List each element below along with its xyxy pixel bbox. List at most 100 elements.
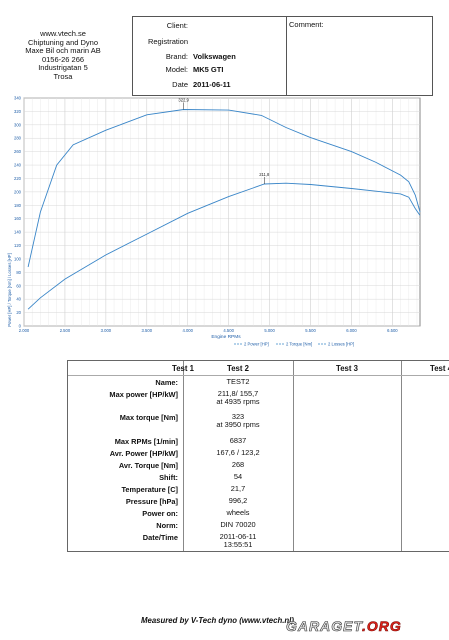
row-label: Norm: [156,521,178,530]
x-tick-label: 4.000 [182,328,193,333]
model-value: MK5 GTI [193,65,224,74]
company-line: Chiptuning and Dyno [27,37,99,47]
registration-label: Registration [147,37,188,46]
row-label: Avr. Torque [Nm] [118,461,178,470]
peak-label: 322,9 [178,97,189,102]
plot-area [23,97,421,327]
date-value: 2011-06-11 [193,80,231,89]
watermark-logo: GARAGET.ORG [286,618,402,635]
value-line: 323 [231,412,245,421]
value-line: 211,8/ 155,7 [217,389,259,398]
row-label: Max power [HP/kW] [109,390,178,399]
row-value: 6837 [229,436,247,445]
comment-label: Comment: [289,20,324,29]
y-tick-label: 100 [14,256,22,261]
peak-markers: 211,8 322,9 [178,97,270,184]
row-label: Max RPMs [1/min] [114,437,178,446]
comment-box: Comment: [285,16,433,96]
x-axis-label: Engine RPMs [211,334,241,340]
y-tick-label: 60 [16,283,21,288]
y-axis-ticks: 0 20 40 60 80 100 120 140 160 180 200 220 240 260 280 3… [14,96,22,329]
x-tick-label: 2.500 [60,328,71,333]
company-info: www.vtech.se Chiptuning and Dyno Maxe Bi… [0,29,126,82]
results-table: Test 1 Test 2 Test 3 Test 4 Name: TEST2 … [67,360,449,552]
row-value: TEST2 [226,377,250,386]
row-value: 268 [231,460,245,469]
y-tick-label: 220 [14,176,22,181]
row-label: Shift: [159,473,178,482]
watermark-tld: .ORG [361,618,402,635]
row-value: 21,7 [230,484,246,493]
column-header-test1: Test 1 [172,364,194,373]
row-value: 167,6 / 123,2 [216,448,260,457]
model-label: Model: [165,65,188,74]
peak-label: 211,8 [259,172,270,177]
y-tick-label: 0 [19,324,22,329]
client-info-box: Client: Registration Brand: Volkswagen M… [132,16,287,96]
y-tick-label: 120 [14,243,22,248]
x-tick-label: 3.000 [101,328,112,333]
value-line: at 4935 rpms [216,397,260,407]
row-value: 2011-06-11 13:55:51 [183,532,293,550]
watermark-main: GARAGET [286,618,362,635]
row-label: Temperature [C] [121,485,178,494]
row-value: DIN 70020 [220,520,256,529]
series-line [27,182,421,310]
column-header-test4: Test 4 [430,364,449,373]
y-tick-label: 180 [14,203,22,208]
y-tick-label: 200 [14,189,22,194]
y-tick-label: 320 [14,109,22,114]
column-header-test3: Test 3 [336,364,358,373]
date-label: Date [172,80,188,89]
company-line: Industrigatan 5 [38,63,88,73]
row-label: Power on: [142,509,178,518]
y-tick-label: 20 [16,310,21,315]
series-line [27,109,421,268]
x-tick-label: 6.500 [387,328,398,333]
x-tick-label: 3.500 [142,328,153,333]
x-tick-label: 6.000 [346,328,357,333]
legend-entry: 2 Losses [HP] [328,342,354,347]
client-label: Client: [166,21,188,30]
row-value: 211,8/ 155,7 at 4935 rpms [183,389,293,407]
x-tick-label: 5.500 [305,328,316,333]
row-value: 996,2 [228,496,248,505]
footer-text: Measured by V-Tech dyno (www.vtech.nl) [141,616,294,625]
x-tick-label: 5.000 [264,328,275,333]
value-line: at 3950 rpms [216,420,260,430]
x-axis-ticks: 2.000 2.500 3.000 3.500 4.000 4.500 5.000 5.500… [19,328,399,333]
legend-entry: 2 Torque [Nm] [286,342,312,347]
dyno-chart: 0 20 40 60 80 100 120 140 160 180 200 220 240 260 280 3… [7,96,421,347]
legend-entry: 2 Power [HP] [244,342,269,347]
y-axis-label: Power [HP] / Torque [Nm] / Losses [HP] [7,253,12,326]
y-tick-label: 160 [14,216,22,221]
brand-value: Volkswagen [193,52,236,61]
company-line: Maxe Bil och marin AB [25,46,101,56]
x-tick-label: 4.500 [223,328,234,333]
row-label: Name: [155,378,178,387]
y-tick-label: 260 [14,149,22,154]
row-value: 323 at 3950 rpms [183,412,293,430]
y-tick-label: 340 [14,96,22,101]
brand-label: Brand: [165,52,188,61]
row-value: 54 [233,472,243,481]
company-line: www.vtech.se [40,29,86,38]
chart-grid [23,97,421,327]
y-tick-label: 140 [14,230,22,235]
row-label: Avr. Power [HP/kW] [109,449,178,458]
chart-series [27,109,421,310]
y-tick-label: 40 [16,297,21,302]
row-label: Pressure [hPa] [125,497,178,506]
row-value: wheels [226,508,250,517]
company-line: 0156-26 266 [41,54,85,64]
company-line: Trosa [53,71,73,81]
row-label: Date/Time [142,533,178,542]
y-tick-label: 80 [16,270,21,275]
y-tick-label: 300 [14,122,22,127]
y-tick-label: 240 [14,163,22,168]
value-line: 13:55:51 [223,540,253,550]
x-tick-label: 2.000 [19,328,30,333]
y-tick-label: 280 [14,136,22,141]
column-header-test2: Test 2 [227,364,249,373]
chart-legend: 2 Power [HP] 2 Torque [Nm] 2 Losses [HP] [234,342,354,347]
